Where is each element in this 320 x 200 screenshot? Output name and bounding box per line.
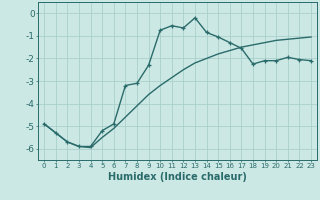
X-axis label: Humidex (Indice chaleur): Humidex (Indice chaleur)	[108, 172, 247, 182]
